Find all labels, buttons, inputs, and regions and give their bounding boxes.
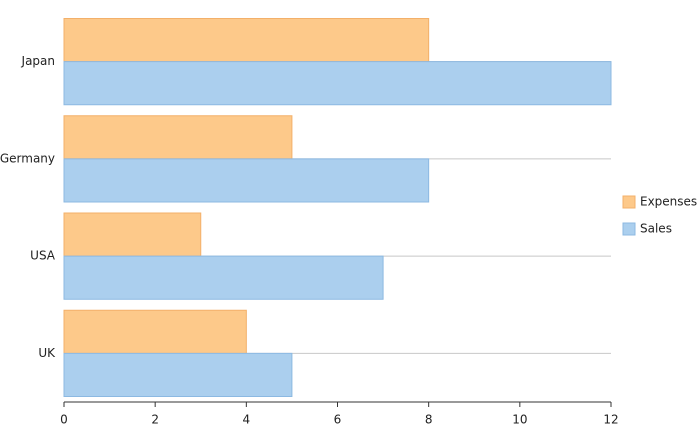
bar	[63, 255, 384, 300]
bar	[63, 212, 202, 257]
legend-label: Expenses	[640, 195, 697, 209]
x-tick-label: 0	[60, 413, 68, 427]
y-tick-label: UK	[38, 346, 56, 360]
bar	[63, 352, 293, 397]
bar	[63, 309, 247, 354]
y-tick-label: Germany	[0, 151, 55, 165]
x-tick-label: 10	[512, 413, 527, 427]
x-tick-label: 2	[151, 413, 159, 427]
x-tick-label: 6	[334, 413, 342, 427]
legend-label: Sales	[640, 222, 672, 236]
legend-swatch	[622, 222, 636, 236]
legend-swatch	[622, 195, 636, 209]
x-tick-label: 12	[603, 413, 618, 427]
y-tick-label: USA	[30, 249, 56, 263]
x-tick-label: 4	[243, 413, 251, 427]
bar	[63, 158, 430, 203]
bar	[63, 115, 293, 160]
y-tick-label: Japan	[21, 54, 55, 68]
bar	[63, 61, 612, 106]
x-tick-label: 8	[425, 413, 433, 427]
bar	[63, 18, 430, 63]
